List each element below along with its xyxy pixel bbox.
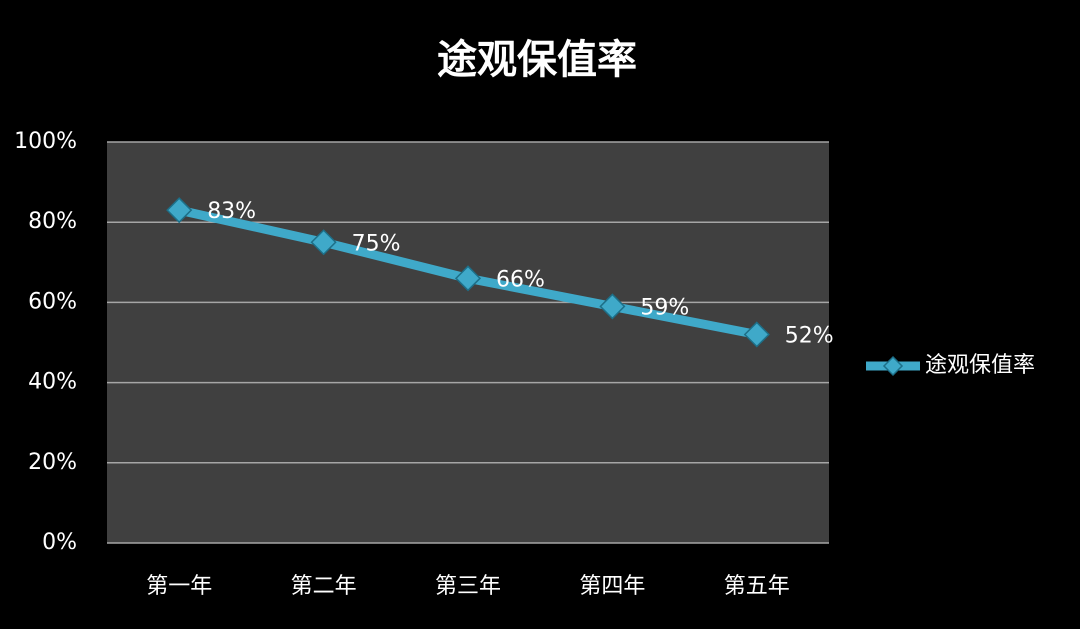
y-tick-label: 100% [14, 129, 77, 154]
y-tick-label: 60% [28, 289, 77, 314]
data-label: 59% [640, 295, 689, 320]
x-tick-label: 第二年 [291, 574, 357, 599]
y-tick-label: 0% [42, 530, 77, 555]
point-marker [166, 197, 193, 224]
data-label: 75% [352, 231, 401, 256]
point-marker [454, 265, 482, 292]
x-tick-label: 第四年 [579, 574, 645, 599]
chart-title: 途观保值率 [437, 37, 637, 83]
legend-marker [882, 355, 904, 377]
x-tick-label: 第三年 [435, 574, 501, 599]
y-tick-label: 80% [28, 209, 77, 234]
legend-label: 途观保值率 [925, 353, 1035, 378]
data-label: 52% [785, 323, 834, 348]
y-tick-label: 40% [28, 370, 77, 395]
x-tick-label: 第一年 [146, 574, 212, 599]
point-marker [743, 321, 770, 348]
plot-area [107, 142, 829, 543]
data-label: 66% [496, 267, 545, 292]
data-label: 83% [207, 199, 256, 224]
point-marker [310, 229, 337, 256]
point-marker [599, 293, 626, 320]
x-tick-label: 第五年 [724, 574, 790, 599]
y-tick-label: 20% [28, 450, 77, 475]
